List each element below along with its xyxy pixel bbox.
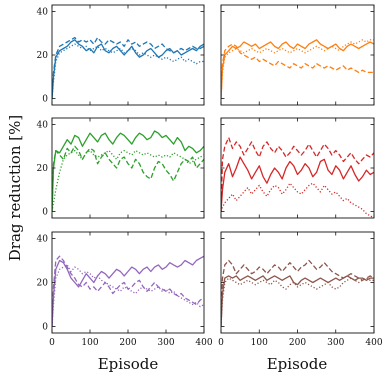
y-tick-label: 0 (42, 207, 48, 217)
y-tick-label: 20 (37, 51, 49, 61)
series-line-dotted (52, 264, 204, 327)
x-axis-label-left: Episode (98, 355, 159, 373)
y-tick-label: 20 (37, 279, 49, 289)
series-line-solid (52, 39, 204, 99)
x-tick-label: 400 (365, 338, 382, 348)
x-tick-label: 200 (289, 338, 306, 348)
panel-row1-left: 0 20 40 (37, 4, 205, 106)
panel-frame (220, 4, 375, 106)
series-line-dotted (52, 149, 204, 212)
y-tick-label: 40 (37, 235, 49, 245)
x-axis-label-right: Episode (267, 355, 328, 373)
y-tick-label: 40 (37, 121, 49, 131)
series-line-dashed (52, 36, 204, 99)
x-tick-label: 0 (49, 338, 55, 348)
series-line-dashed (221, 43, 374, 99)
y-tick-label: 40 (37, 8, 49, 18)
x-tick-label: 0 (218, 338, 224, 348)
series-line-solid (221, 275, 374, 327)
series-line-solid (221, 39, 374, 99)
series-line-solid (221, 156, 374, 212)
y-tick-label: 20 (37, 164, 49, 174)
series-line-dotted (221, 277, 374, 327)
x-tick-label: 400 (195, 338, 212, 348)
panel-row3-right: 0 100 200 300 400 (218, 231, 382, 348)
y-axis-label: Drag reduction [%] (6, 115, 24, 261)
x-tick-label: 100 (81, 338, 98, 348)
panel-row2-left: 0 20 40 (37, 117, 205, 219)
panel-frame (51, 117, 205, 219)
series-line-solid (52, 255, 204, 327)
panel-frame (220, 117, 375, 219)
series-line-dotted (221, 39, 374, 99)
series-line-solid (52, 130, 204, 212)
series-line-dashed (52, 255, 204, 327)
y-tick-label: 0 (42, 94, 48, 104)
x-tick-label: 300 (157, 338, 174, 348)
x-tick-label: 300 (327, 338, 344, 348)
panel-row2-right (220, 117, 375, 219)
panel-row1-right (220, 4, 375, 106)
x-tick-label: 200 (119, 338, 136, 348)
x-tick-label: 100 (251, 338, 268, 348)
series-line-dashed (221, 136, 374, 212)
series-line-dashed (221, 259, 374, 327)
series-line-dotted (52, 43, 204, 99)
y-tick-label: 0 (42, 322, 48, 332)
series-line-dotted (221, 182, 374, 218)
series-line-dashed (52, 145, 204, 212)
